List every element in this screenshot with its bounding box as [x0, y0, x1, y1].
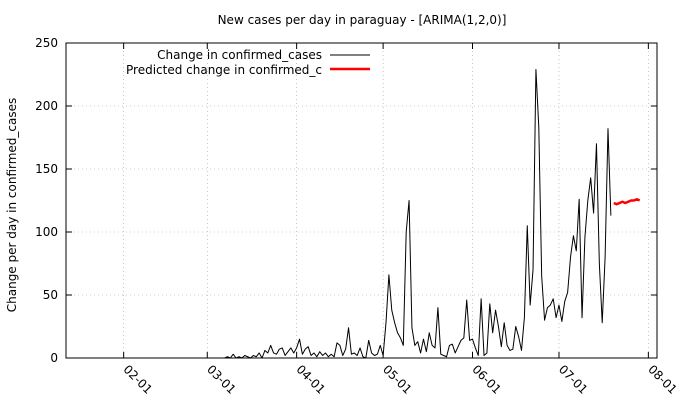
axes: 0 50 100 150 200 250 02-01 03-01 04-01 05-01 06-01… — [35, 36, 680, 397]
y-tick-label: 250 — [35, 36, 58, 50]
plot-border — [65, 42, 658, 359]
x-tick-label: 06-01 — [469, 362, 504, 397]
y-tick-label: 100 — [35, 225, 58, 239]
chart-title: New cases per day in paraguay - [ARIMA(1… — [218, 13, 507, 27]
y-tick-label: 50 — [43, 288, 58, 302]
x-tick-label: 02-01 — [121, 362, 156, 397]
series-line-actual — [224, 68, 612, 359]
x-tick-label: 07-01 — [556, 362, 591, 397]
x-tick-label: 08-01 — [645, 362, 680, 397]
legend: Change in confirmed_cases Predicted chan… — [126, 48, 370, 77]
legend-label-actual: Change in confirmed_cases — [157, 48, 322, 62]
series-line-predicted — [613, 197, 641, 206]
x-tick-label: 04-01 — [294, 362, 329, 397]
y-tick-label: 200 — [35, 99, 58, 113]
y-tick-label: 150 — [35, 162, 58, 176]
grid — [66, 43, 657, 358]
y-axis-label: Change per day in confirmed_cases — [5, 98, 19, 313]
legend-label-predicted: Predicted change in confirmed_c — [126, 63, 322, 77]
x-tick-label: 05-01 — [380, 362, 415, 397]
y-tick-label: 0 — [50, 351, 58, 365]
series-group — [224, 68, 641, 359]
x-tick-label: 03-01 — [204, 362, 239, 397]
